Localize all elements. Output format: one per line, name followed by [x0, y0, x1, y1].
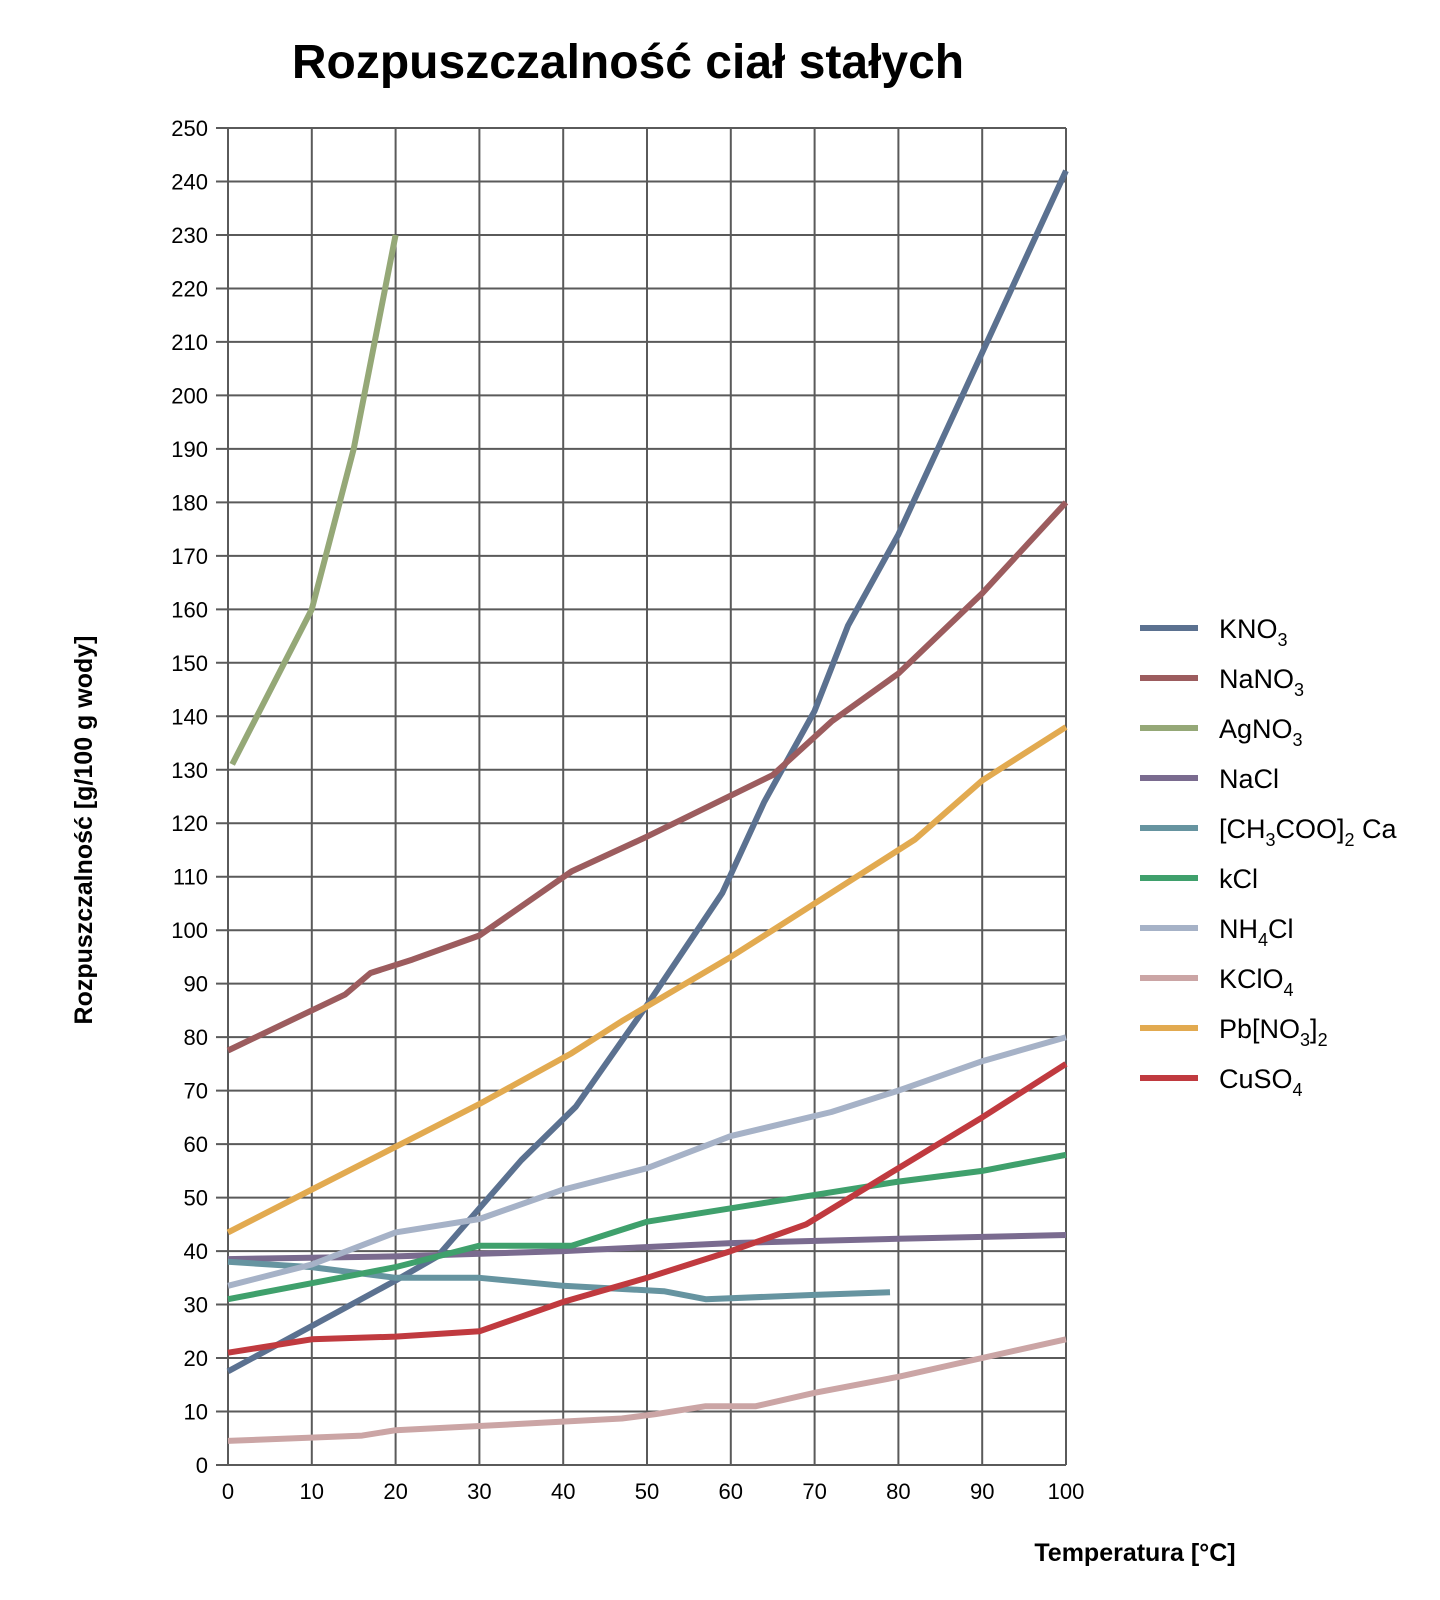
x-tick-label: 40 [551, 1479, 575, 1504]
series-line-NaCl [227, 1232, 1067, 1263]
y-tick-label: 70 [184, 1079, 208, 1104]
legend-label-KClO4: KClO4 [1219, 964, 1294, 1000]
legend-label-AgNO3: AgNO3 [1219, 714, 1303, 750]
series-line-NH4Cl [227, 1034, 1067, 1289]
x-tick-label: 90 [970, 1479, 994, 1504]
legend-label-NaNO3: NaNO3 [1219, 664, 1304, 700]
y-tick-label: 210 [171, 330, 208, 355]
y-tick-label: 90 [184, 972, 208, 997]
series-line-CuSO4 [227, 1061, 1068, 1356]
legend-label-CH3COO-2-Ca: [CH3COO]2 Ca [1219, 814, 1398, 850]
y-tick-label: 40 [184, 1239, 208, 1264]
data-series [226, 169, 1069, 1444]
x-axis-label: Temperatura [°C] [1034, 1539, 1235, 1567]
legend: KNO3 NaNO3 AgNO3 NaCl [CH3COO]2 Ca kCl NH4Cl KC… [1140, 614, 1398, 1100]
series-line-kCl [227, 1151, 1067, 1303]
y-tick-label: 80 [184, 1025, 208, 1050]
y-tick-label: 180 [171, 490, 208, 515]
legend-label-NaCl: NaCl [1219, 764, 1279, 794]
y-tick-label: 250 [171, 116, 208, 141]
x-tick-label: 100 [1048, 1479, 1085, 1504]
y-tick-label: 60 [184, 1132, 208, 1157]
y-tick-label: 190 [171, 437, 208, 462]
chart-title: Rozpuszczalność ciał stałych [292, 36, 964, 89]
x-tick-label: 60 [719, 1479, 743, 1504]
y-tick-label: 10 [184, 1400, 208, 1425]
x-tick-label: 0 [222, 1479, 234, 1504]
y-tick-label: 20 [184, 1346, 208, 1371]
y-tick-label: 150 [171, 651, 208, 676]
grid [216, 127, 1067, 1466]
y-tick-label: 50 [184, 1186, 208, 1211]
y-tick-label: 110 [173, 865, 208, 890]
y-tick-label: 100 [171, 918, 208, 943]
y-tick-label: 240 [171, 169, 208, 194]
y-tick-label: 200 [171, 383, 208, 408]
y-tick-label: 130 [171, 758, 208, 783]
series-line-KClO4 [227, 1336, 1067, 1444]
x-tick-label: 50 [635, 1479, 659, 1504]
x-tick-label: 30 [467, 1479, 491, 1504]
legend-label-Pb-NO3-2: Pb[NO3]2 [1219, 1014, 1328, 1050]
x-tick-label: 80 [886, 1479, 910, 1504]
y-tick-labels: 0 10 20 30 40 50 60 70 80 90 100 110 120 130 140 150 160… [171, 116, 208, 1478]
legend-label-NH4Cl: NH4Cl [1219, 914, 1294, 950]
y-tick-label: 160 [171, 597, 208, 622]
y-tick-label: 170 [171, 544, 208, 569]
y-tick-label: 30 [184, 1293, 208, 1318]
x-tick-label: 70 [802, 1479, 826, 1504]
legend-label-KNO3: KNO3 [1219, 614, 1288, 650]
y-axis-label: Rozpuszczalność [g/100 g wody] [70, 636, 98, 1025]
series-line-AgNO3 [229, 234, 399, 766]
x-tick-label: 10 [300, 1479, 324, 1504]
series-line-NaNO3 [226, 500, 1069, 1054]
x-tick-label: 20 [383, 1479, 407, 1504]
x-tick-labels: 0 10 20 30 40 50 60 70 80 90 100 [222, 1479, 1084, 1504]
series-line-CH3COO-2-Ca [227, 1258, 891, 1303]
y-tick-label: 230 [171, 223, 208, 248]
legend-label-CuSO4: CuSO4 [1219, 1064, 1303, 1100]
y-tick-label: 140 [171, 704, 208, 729]
series-line-Pb-NO3-2 [226, 724, 1068, 1236]
y-tick-label: 220 [171, 276, 208, 301]
legend-label-kCl: kCl [1219, 864, 1258, 894]
y-tick-label: 0 [196, 1453, 208, 1478]
y-tick-label: 120 [171, 811, 208, 836]
